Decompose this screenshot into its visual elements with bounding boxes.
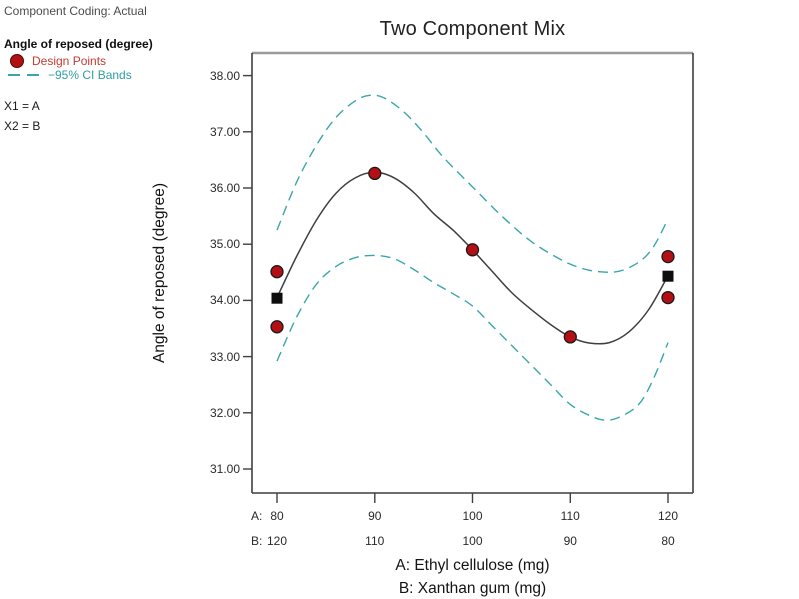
y-tick-label: 31.00	[209, 462, 240, 476]
x-tick-label-b: 120	[266, 534, 288, 548]
design-point[interactable]	[270, 265, 284, 279]
component-coding-label: Component Coding: Actual	[4, 4, 147, 18]
design-point[interactable]	[368, 166, 382, 181]
x-tick-label-a: 80	[270, 509, 284, 523]
ci-band-upper	[276, 94, 669, 273]
y-tick-label: 33.00	[209, 349, 240, 364]
legend-ci-bands-label: −95% CI Bands	[48, 68, 132, 82]
x-tick-label-a: 90	[368, 509, 382, 523]
design-point[interactable]	[661, 290, 675, 305]
x-tick-row-b-prefix: B:	[251, 534, 263, 548]
edge-square-point[interactable]	[662, 270, 674, 282]
legend-design-points-label: Design Points	[32, 54, 107, 68]
edge-square-point[interactable]	[271, 292, 283, 304]
legend-design-points: Design Points	[8, 53, 106, 69]
x1-factor-label: X1 = A	[4, 99, 40, 113]
x-tick-row-a-prefix: A:	[251, 509, 263, 523]
x-axis-title-a: A: Ethyl cellulose (mg)	[395, 557, 550, 574]
y-tick-label: 38.00	[209, 68, 240, 83]
dashed-line-icon	[27, 74, 39, 76]
x-tick-label-a: 110	[560, 509, 580, 523]
y-axis-title: Angle of reposed (degree)	[151, 182, 168, 364]
x-axis-title-b: B: Xanthan gum (mg)	[398, 580, 547, 597]
y-tick-label: 37.00	[209, 124, 240, 139]
design-point[interactable]	[465, 243, 480, 257]
x2-factor-label: X2 = B	[4, 119, 41, 133]
x-tick-label-a: 100	[462, 509, 483, 523]
dashed-line-icon	[8, 74, 20, 76]
legend-ci-bands: −95% CI Bands	[8, 67, 132, 83]
x-tick-label-b: 90	[563, 534, 577, 548]
chart-title: Two Component Mix	[379, 18, 566, 40]
response-name-label: Angle of reposed (degree)	[4, 37, 153, 51]
y-tick-label: 36.00	[209, 181, 240, 195]
x-tick-label-b: 100	[462, 534, 483, 548]
design-point-icon	[10, 54, 24, 68]
y-tick-label: 32.00	[209, 405, 240, 420]
x-tick-label-a: 120	[657, 509, 679, 523]
y-tick-label: 35.00	[209, 237, 240, 252]
ci-band-lower	[276, 254, 669, 421]
x-tick-label-b: 110	[365, 534, 385, 548]
design-point[interactable]	[563, 330, 577, 344]
y-tick-label: 34.00	[209, 293, 240, 308]
design-point[interactable]	[270, 320, 284, 334]
design-point[interactable]	[661, 249, 675, 264]
fit-curve	[276, 171, 669, 345]
x-tick-label-b: 80	[661, 534, 675, 548]
plot-area[interactable]	[230, 45, 710, 515]
